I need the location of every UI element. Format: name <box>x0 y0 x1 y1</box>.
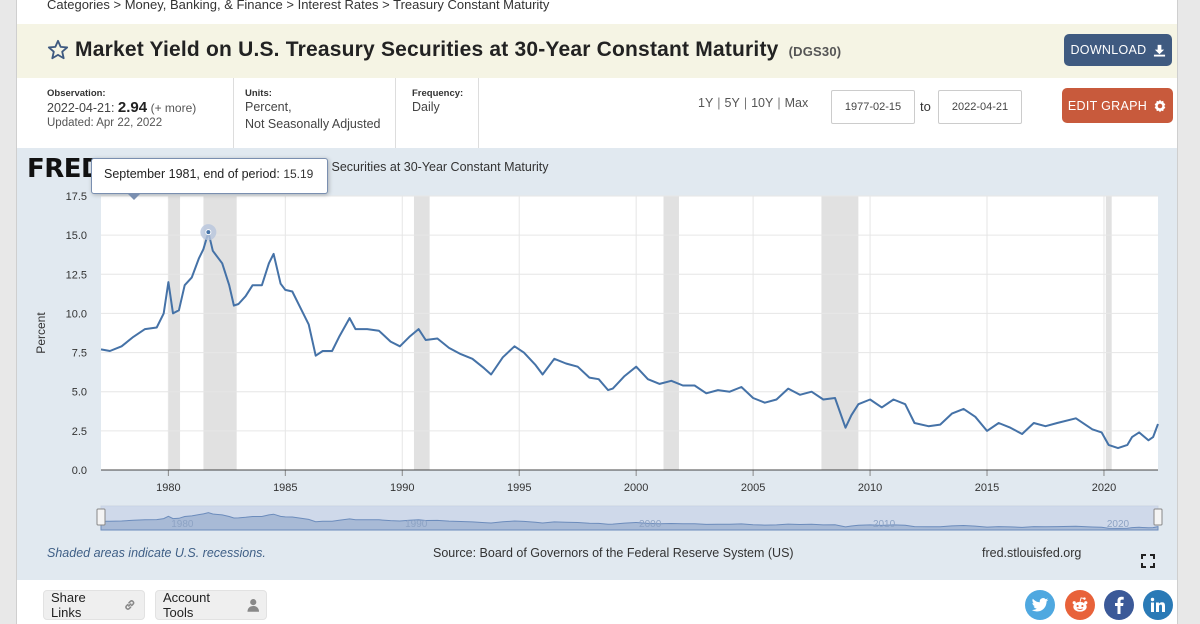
edit-graph-button[interactable]: EDIT GRAPH <box>1062 88 1173 123</box>
account-tools-button[interactable]: Account Tools <box>155 590 267 620</box>
graph-panel: 0.0 2.5 5.0 7.5 10.0 12.5 15.0 17.5 1980 1985 1990… <box>17 148 1178 580</box>
tooltip-value: 15.19 <box>283 167 314 181</box>
y-tick-label: 10.0 <box>66 308 87 320</box>
gear-icon <box>1154 99 1166 112</box>
series-id: (DGS30) <box>788 44 842 59</box>
updated-date: Updated: Apr 22, 2022 <box>47 117 163 129</box>
y-tick-label: 15.0 <box>66 230 87 242</box>
fred-logo: FRED <box>27 154 103 184</box>
x-tick-label: 1985 <box>273 482 297 494</box>
source-text: Source: Board of Governors of the Federa… <box>433 546 794 560</box>
download-label: DOWNLOAD <box>1070 43 1147 57</box>
x-tick-label: 2010 <box>858 482 882 494</box>
end-date-input[interactable]: 2022-04-21 <box>938 90 1022 124</box>
to-label: to <box>920 99 931 114</box>
highlight-point[interactable] <box>205 229 212 236</box>
units-label: Units: <box>245 88 272 99</box>
series-line-dgs30[interactable] <box>100 231 1159 450</box>
frequency-value: Daily <box>412 100 440 114</box>
twitter-share-button[interactable] <box>1025 590 1055 620</box>
navigator-label: 2010 <box>873 519 896 530</box>
navigator-label: 1980 <box>171 519 194 530</box>
breadcrumb: Categories > Money, Banking, & Finance >… <box>47 0 549 12</box>
x-tick-label: 1990 <box>390 482 414 494</box>
y-axis-label: Percent <box>34 312 48 354</box>
breadcrumb-item-categories[interactable]: Categories <box>47 0 110 12</box>
x-tick-label: 2005 <box>741 482 765 494</box>
observation-value: 2.94 <box>117 99 148 116</box>
x-tick-label: 2015 <box>975 482 999 494</box>
page-title: Market Yield on U.S. Treasury Securities… <box>75 38 841 62</box>
range-5y[interactable]: 5Y <box>724 96 740 110</box>
breadcrumb-item-treasury[interactable]: Treasury Constant Maturity <box>393 0 550 12</box>
plot-area <box>101 196 1158 470</box>
account-tools-label: Account Tools <box>163 590 210 620</box>
navigator-label: 1990 <box>405 519 428 530</box>
recession-band-3 <box>663 196 679 470</box>
breadcrumb-item-money-banking[interactable]: Money, Banking, & Finance <box>124 0 283 12</box>
linkedin-share-button[interactable] <box>1143 590 1173 620</box>
navigator-handle-left[interactable] <box>96 508 106 526</box>
recession-band-5 <box>1105 196 1112 470</box>
share-links-button[interactable]: Share Links <box>43 590 145 620</box>
breadcrumb-item-interest-rates[interactable]: Interest Rates <box>297 0 379 12</box>
observation-block: Observation: 2022-04-21: 2.94 (+ more) U… <box>47 78 233 148</box>
line-chart[interactable]: 0.0 2.5 5.0 7.5 10.0 12.5 15.0 17.5 1980 1985 1990… <box>17 148 1178 538</box>
share-links-label: Share Links <box>51 590 86 620</box>
recession-note: Shaded areas indicate U.S. recessions. <box>47 546 266 560</box>
units-line1: Percent, <box>245 100 292 114</box>
range-1y[interactable]: 1Y <box>698 96 714 110</box>
navigator-label: 2020 <box>1107 519 1130 530</box>
frequency-label: Frequency: <box>412 88 464 99</box>
recession-band-0 <box>168 196 181 470</box>
tooltip-label: September 1981, end of period: <box>104 167 280 181</box>
y-tick-label: 17.5 <box>66 191 87 203</box>
units-block: Units: Percent, Not Seasonally Adjusted <box>233 78 395 148</box>
facebook-icon <box>1115 596 1124 614</box>
x-tick-label: 2000 <box>624 482 648 494</box>
fullscreen-icon[interactable] <box>1141 554 1155 568</box>
reddit-share-button[interactable] <box>1065 590 1095 620</box>
range-max[interactable]: Max <box>784 96 809 110</box>
y-tick-label: 0.0 <box>72 465 87 477</box>
download-button[interactable]: DOWNLOAD <box>1064 34 1172 66</box>
tooltip-arrow <box>127 193 141 200</box>
observation-more-link[interactable]: (+ more) <box>150 101 197 115</box>
x-tick-label: 1995 <box>507 482 531 494</box>
navigator-series <box>100 512 1159 531</box>
recession-band-4 <box>821 196 859 470</box>
page-frame: Categories > Money, Banking, & Finance >… <box>16 0 1178 624</box>
observation-date: 2022-04-21: <box>47 101 115 115</box>
frequency-block: Frequency: Daily <box>395 78 479 148</box>
star-icon[interactable] <box>47 39 69 61</box>
x-tick-label: 1980 <box>156 482 180 494</box>
x-tick-label: 2020 <box>1092 482 1116 494</box>
twitter-icon <box>1031 597 1049 611</box>
reddit-icon <box>1072 597 1088 612</box>
range-10y[interactable]: 10Y <box>751 96 774 110</box>
page-title-text: Market Yield on U.S. Treasury Securities… <box>75 38 779 61</box>
navigator-label: 2000 <box>639 519 662 530</box>
edit-graph-label: EDIT GRAPH <box>1067 98 1148 113</box>
recession-band-1 <box>203 196 237 470</box>
y-tick-label: 7.5 <box>72 348 87 360</box>
download-icon <box>1153 44 1165 57</box>
y-tick-label: 5.0 <box>72 387 87 399</box>
range-selector: 1Y | 5Y | 10Y | Max <box>698 96 809 110</box>
data-tooltip: September 1981, end of period: 15.19 <box>91 158 328 194</box>
y-tick-label: 2.5 <box>72 426 87 438</box>
linkedin-icon <box>1150 597 1165 612</box>
site-link[interactable]: fred.stlouisfed.org <box>982 546 1082 560</box>
observation-label: Observation: <box>47 88 106 99</box>
y-tick-label: 12.5 <box>66 269 87 281</box>
units-line2: Not Seasonally Adjusted <box>245 117 381 131</box>
start-date-input[interactable]: 1977-02-15 <box>831 90 915 124</box>
title-bar: Market Yield on U.S. Treasury Securities… <box>17 24 1177 78</box>
user-icon <box>246 599 259 612</box>
link-icon <box>125 600 135 610</box>
navigator-handle-right[interactable] <box>1153 508 1163 526</box>
facebook-share-button[interactable] <box>1104 590 1134 620</box>
